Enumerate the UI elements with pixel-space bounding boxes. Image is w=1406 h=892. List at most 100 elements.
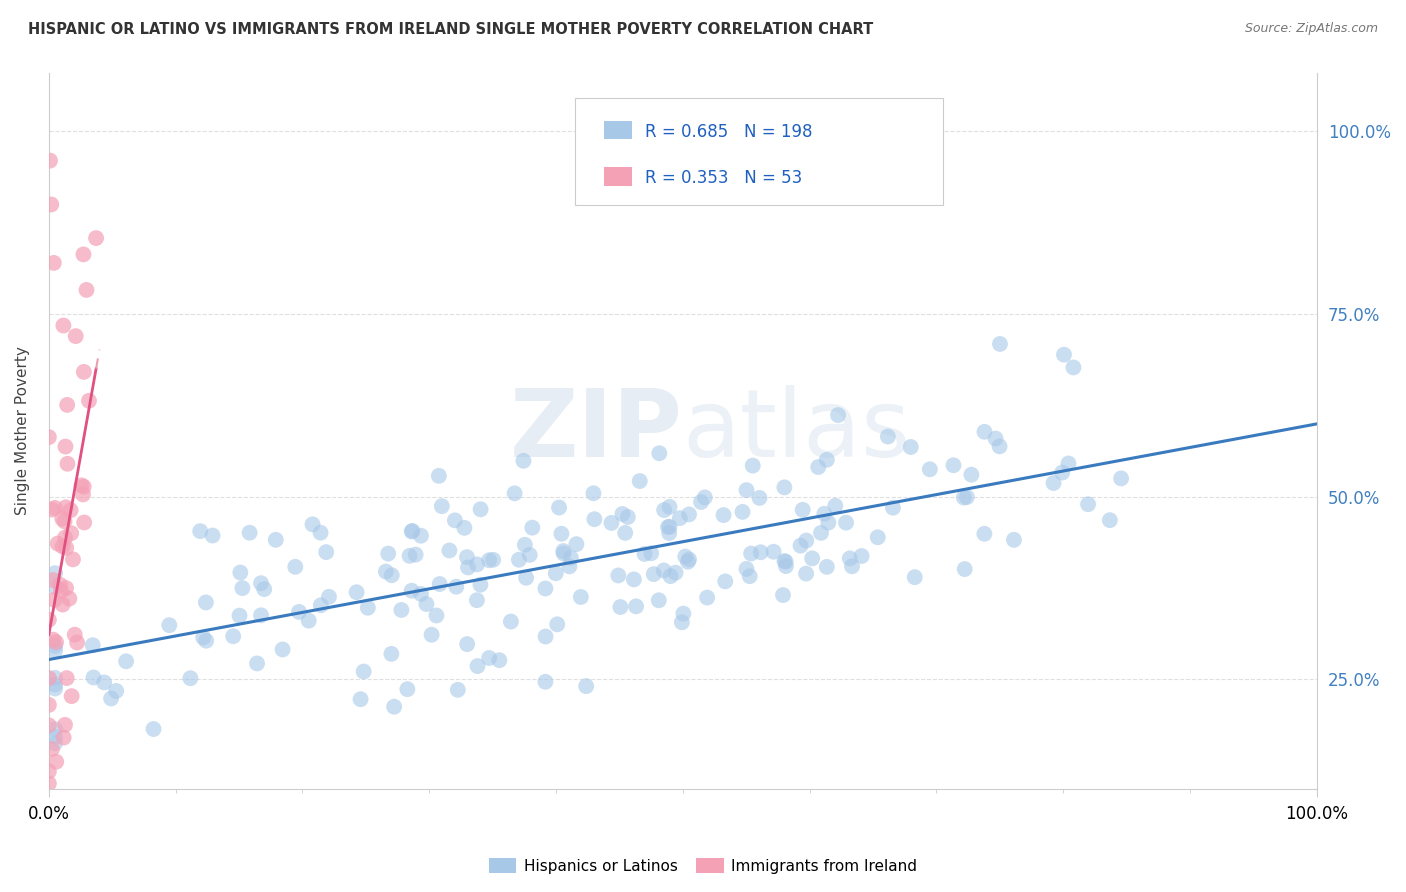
Point <box>58 591 80 606</box>
Point <box>55 440 77 454</box>
Point <box>560 550 582 565</box>
Point <box>827 408 849 422</box>
Point <box>617 510 640 524</box>
Point <box>1042 476 1064 491</box>
Point <box>904 570 927 584</box>
Text: ZIP: ZIP <box>510 384 683 477</box>
Point <box>457 560 479 574</box>
Point <box>39 153 62 168</box>
Point <box>534 674 557 689</box>
Point <box>41 502 63 516</box>
Point <box>614 525 637 540</box>
Point <box>456 550 478 565</box>
Point <box>1002 533 1025 547</box>
Point <box>179 671 201 685</box>
Point <box>318 590 340 604</box>
Point <box>815 560 838 574</box>
Point <box>38 671 60 685</box>
Point <box>44 566 66 581</box>
Point <box>250 576 273 591</box>
Point <box>775 559 797 574</box>
Point <box>46 536 69 550</box>
Point <box>835 516 858 530</box>
Point <box>59 503 82 517</box>
Point <box>988 337 1011 351</box>
Point <box>427 468 450 483</box>
Point <box>315 545 337 559</box>
Point <box>465 558 488 572</box>
Point <box>44 730 66 744</box>
Point <box>513 538 536 552</box>
Point <box>66 635 89 649</box>
Point <box>38 817 60 831</box>
Point <box>53 718 76 732</box>
Point <box>1050 466 1073 480</box>
Point <box>624 599 647 614</box>
Point <box>714 574 737 589</box>
Point <box>357 600 380 615</box>
Point <box>773 480 796 494</box>
Point <box>45 635 67 649</box>
Point <box>558 559 581 574</box>
Point <box>1098 513 1121 527</box>
Point <box>582 486 605 500</box>
Point <box>38 776 60 790</box>
Point <box>446 580 468 594</box>
Point <box>1062 360 1084 375</box>
Point <box>544 566 567 581</box>
Point <box>415 597 437 611</box>
Point <box>801 551 824 566</box>
Point <box>38 718 60 732</box>
Point <box>44 580 66 594</box>
Point <box>195 633 218 648</box>
Point <box>988 439 1011 453</box>
Point <box>401 583 423 598</box>
Point <box>271 642 294 657</box>
Point <box>534 582 557 596</box>
Point <box>583 512 606 526</box>
Point <box>346 585 368 599</box>
Point <box>44 643 66 657</box>
Point <box>841 559 863 574</box>
Point <box>478 651 501 665</box>
Point <box>222 629 245 643</box>
Point <box>652 503 675 517</box>
Point <box>84 231 107 245</box>
Point <box>253 582 276 596</box>
Point <box>456 637 478 651</box>
Point <box>231 581 253 595</box>
Point <box>63 628 86 642</box>
Point <box>817 516 839 530</box>
Point <box>690 495 713 509</box>
Point <box>44 671 66 685</box>
Point <box>65 329 87 343</box>
Point <box>942 458 965 473</box>
Point <box>600 516 623 530</box>
Point <box>465 593 488 607</box>
Point <box>731 505 754 519</box>
Point <box>569 590 592 604</box>
Point <box>53 514 76 528</box>
Point <box>374 565 396 579</box>
Point <box>609 600 631 615</box>
Point <box>56 398 79 412</box>
Point <box>62 552 84 566</box>
Point <box>49 584 72 599</box>
Point <box>762 545 785 559</box>
Point <box>38 791 60 805</box>
Point <box>749 545 772 559</box>
Point <box>882 500 904 515</box>
Point <box>309 525 332 540</box>
Point <box>633 547 655 561</box>
Point <box>672 607 695 621</box>
Point <box>658 526 681 541</box>
Point <box>548 500 571 515</box>
Point <box>876 429 898 443</box>
Point <box>546 617 568 632</box>
Point <box>55 500 77 515</box>
Point <box>401 524 423 539</box>
Point <box>239 525 262 540</box>
Point <box>82 638 104 652</box>
Point <box>534 630 557 644</box>
Point <box>42 573 65 587</box>
